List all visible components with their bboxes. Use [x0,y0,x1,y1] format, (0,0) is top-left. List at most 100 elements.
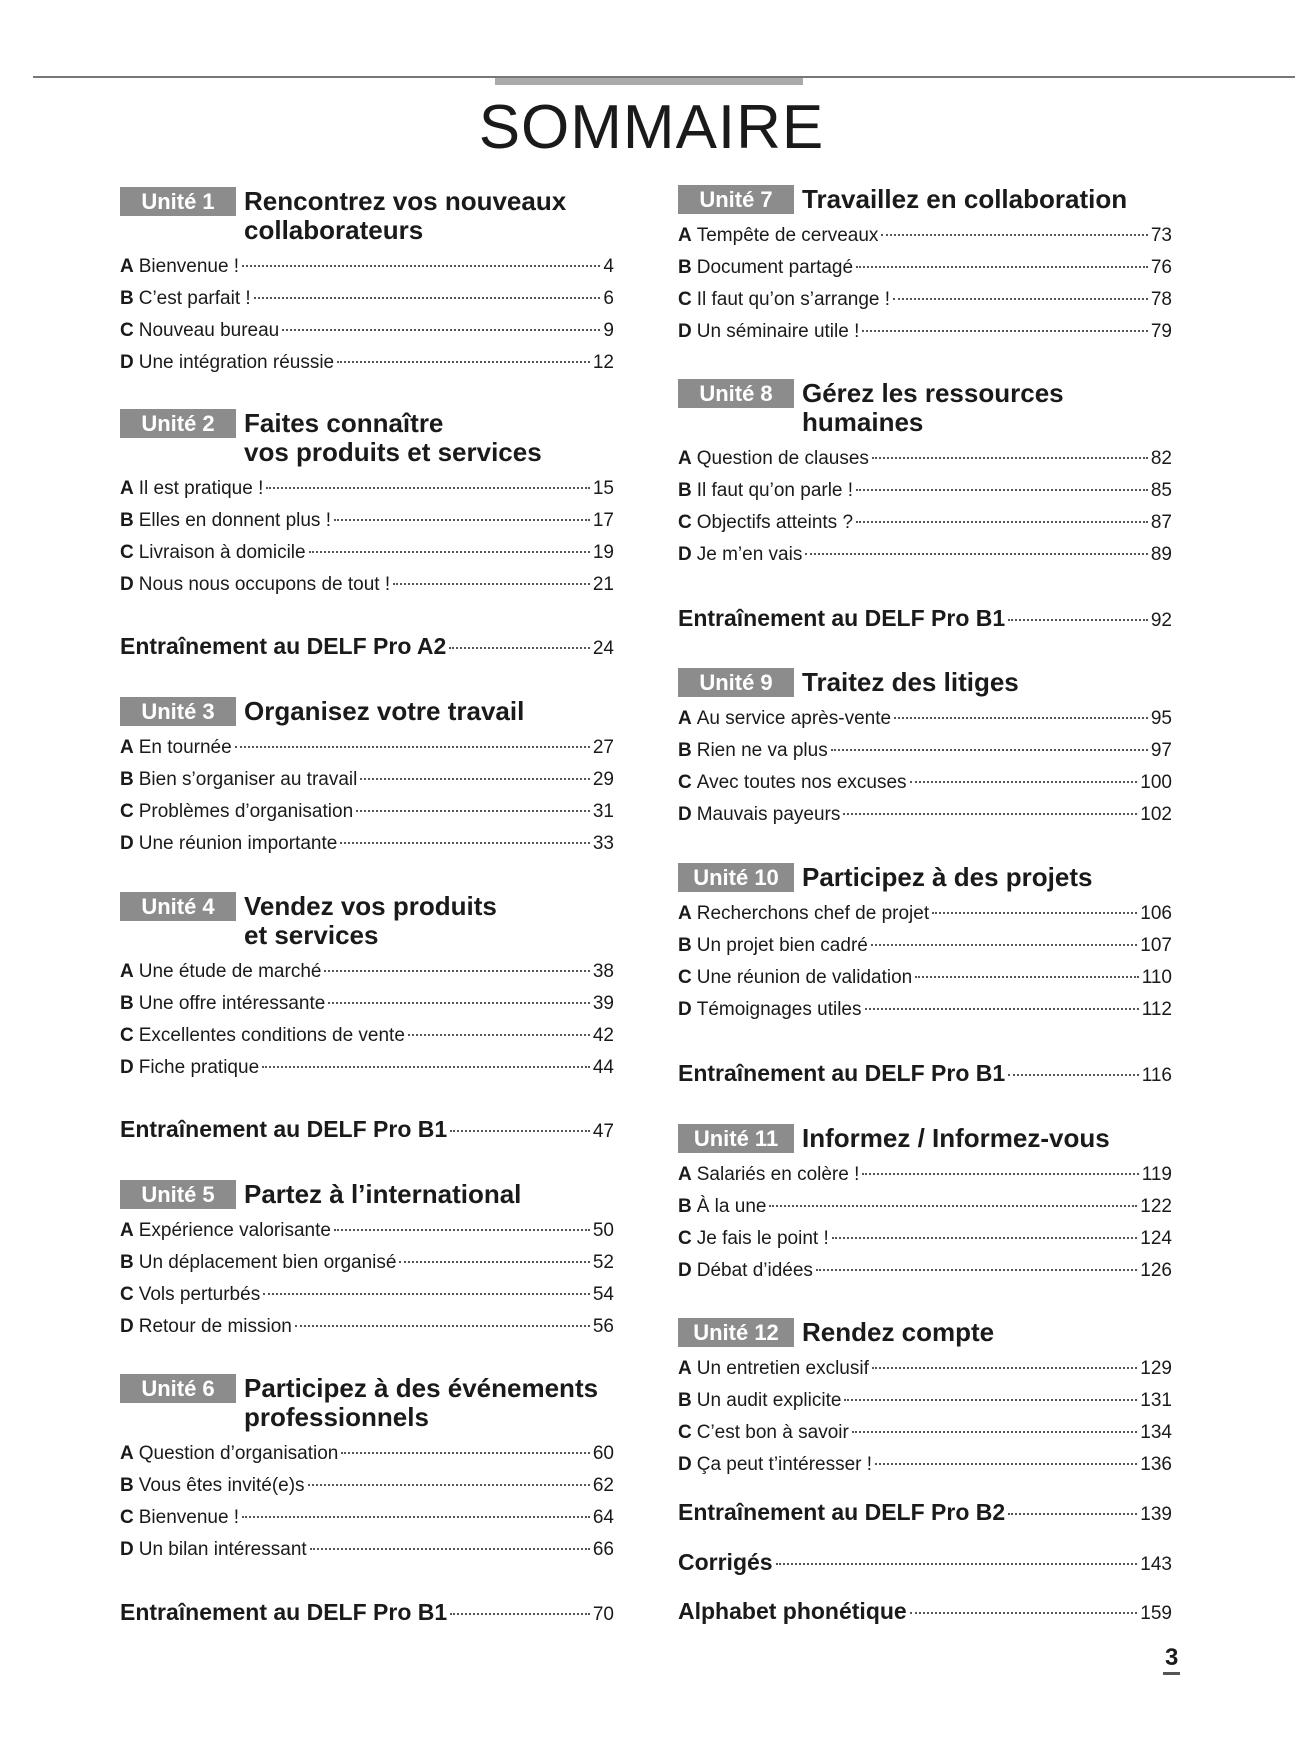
entry-letter: D [120,1316,134,1337]
entry-letter: B [678,935,692,956]
unit-badge: Unité 4 [120,892,236,921]
entry-page: 89 [1150,544,1172,565]
entry-text: À la une [696,1196,767,1217]
entry-letter: D [678,999,692,1020]
toc-entry: B Elles en donnent plus ! 17 [120,505,614,537]
entry-letter: D [120,1057,134,1078]
entry-text: Débat d’idées [696,1260,813,1281]
unit-header: Unité 6 Participez à des événements profes… [120,1374,614,1432]
toc-section: Entraînement au DELF Pro B2 139 [678,1496,1172,1531]
unit-title-line: Organisez votre travail [244,696,525,726]
entry-letter: C [678,1422,692,1443]
entry-page: 131 [1140,1390,1172,1411]
entry-text: Document partagé [696,257,854,278]
dot-leader [407,1034,590,1036]
entry-page: 73 [1150,225,1172,246]
entry-page: 64 [592,1507,614,1528]
toc-entry: C Problèmes d’organisation 31 [120,796,614,828]
toc-entry: A Au service après-vente 95 [678,703,1172,735]
dot-leader [870,944,1138,946]
unit-block: Unité 8 Gérez les ressources humaines A Ques… [678,379,1172,571]
unit-block: Unité 11 Informez / Informez-vous A Salarié… [678,1124,1172,1287]
entry-page: 79 [1150,321,1172,342]
entry-page: 122 [1140,1196,1172,1217]
dot-leader [862,1173,1139,1175]
entry-letter: B [678,1390,692,1411]
page-number: 3 [1163,1644,1181,1675]
entry-letter: D [120,1539,134,1560]
dot-leader [328,1002,590,1004]
dot-leader [881,234,1148,236]
section-block: Entraînement au DELF Pro B2 139 [678,1496,1172,1531]
toc-section: Entraînement au DELF Pro B1 92 [678,602,1172,637]
unit-title: Rencontrez vos nouveaux collaborateurs [244,187,566,245]
toc-entry: C Bienvenue ! 64 [120,1502,614,1534]
entry-text: Question de clauses [696,448,869,469]
unit-badge: Unité 8 [678,379,794,408]
toc-entry: B Vous êtes invité(e)s 62 [120,1470,614,1502]
entry-letter: D [678,1454,692,1475]
entry-text: Une réunion de validation [696,967,913,988]
dot-leader [871,457,1148,459]
entry-text: Bienvenue ! [138,256,240,277]
dot-leader [450,1613,590,1615]
entry-text: Excellentes conditions de vente [138,1025,405,1046]
entry-text: Une intégration réussie [138,352,335,373]
entry-text: Je m’en vais [696,544,803,565]
dot-leader [864,1008,1139,1010]
toc-entry: D Un bilan intéressant 66 [120,1534,614,1566]
dot-leader [242,1516,590,1518]
dot-leader [307,1484,590,1486]
toc-entry: D Une réunion importante 33 [120,828,614,860]
entry-letter: B [120,510,134,531]
entry-page: 76 [1150,257,1172,278]
section-title: Entraînement au DELF Pro B1 [120,1599,448,1625]
entry-page: 60 [592,1443,614,1464]
entry-letter: B [120,288,134,309]
entry-text: Objectifs atteints ? [696,512,854,533]
entry-text: Nouveau bureau [138,320,280,341]
entry-page: 12 [592,352,614,373]
unit-title: Faites connaître vos produits et services [244,409,542,467]
section-block: Entraînement au DELF Pro A2 24 [120,630,614,665]
entry-letter: A [678,448,692,469]
toc-entry: A Salariés en colère ! 119 [678,1159,1172,1191]
entry-text: Je fais le point ! [696,1228,829,1249]
toc-entry: A Recherchons chef de projet 106 [678,898,1172,930]
toc-section: Entraînement au DELF Pro A2 24 [120,630,614,665]
toc-entry: A En tournée 27 [120,732,614,764]
toc-entry: A Tempête de cerveaux 73 [678,220,1172,252]
dot-leader [775,1563,1138,1565]
unit-badge: Unité 10 [678,863,794,892]
section-block: Entraînement au DELF Pro B1 92 [678,602,1172,637]
unit-header: Unité 11 Informez / Informez-vous [678,1124,1172,1153]
entry-page: 17 [592,510,614,531]
entry-page: 4 [603,256,614,277]
entry-letter: D [678,544,692,565]
entry-letter: C [678,772,692,793]
entry-page: 87 [1150,512,1172,533]
unit-block: Unité 7 Travaillez en collaboration A Tempê… [678,185,1172,348]
toc-entry: B Un déplacement bien organisé 52 [120,1247,614,1279]
entry-page: 56 [592,1316,614,1337]
entry-text: Fiche pratique [138,1057,260,1078]
unit-title-line: collaborateurs [244,215,424,245]
entry-text: Une offre intéressante [138,993,326,1014]
toc-entry: B Un projet bien cadré 107 [678,930,1172,962]
entry-page: 21 [592,574,614,595]
toc-entry: C C’est bon à savoir 134 [678,1417,1172,1449]
unit-title-line: Rencontrez vos nouveaux [244,186,567,216]
entry-text: Un bilan intéressant [138,1539,307,1560]
entry-text: Il faut qu’on s’arrange ! [696,289,891,310]
entry-page: 15 [592,478,614,499]
dot-leader [399,1261,590,1263]
entry-letter: D [678,1260,692,1281]
section-page: 116 [1141,1065,1172,1086]
entry-page: 97 [1150,740,1172,761]
unit-block: Unité 5 Partez à l’international A Expérien… [120,1180,614,1343]
entry-page: 106 [1140,903,1172,924]
entry-page: 33 [592,833,614,854]
entry-letter: C [120,1507,134,1528]
dot-leader [893,298,1148,300]
